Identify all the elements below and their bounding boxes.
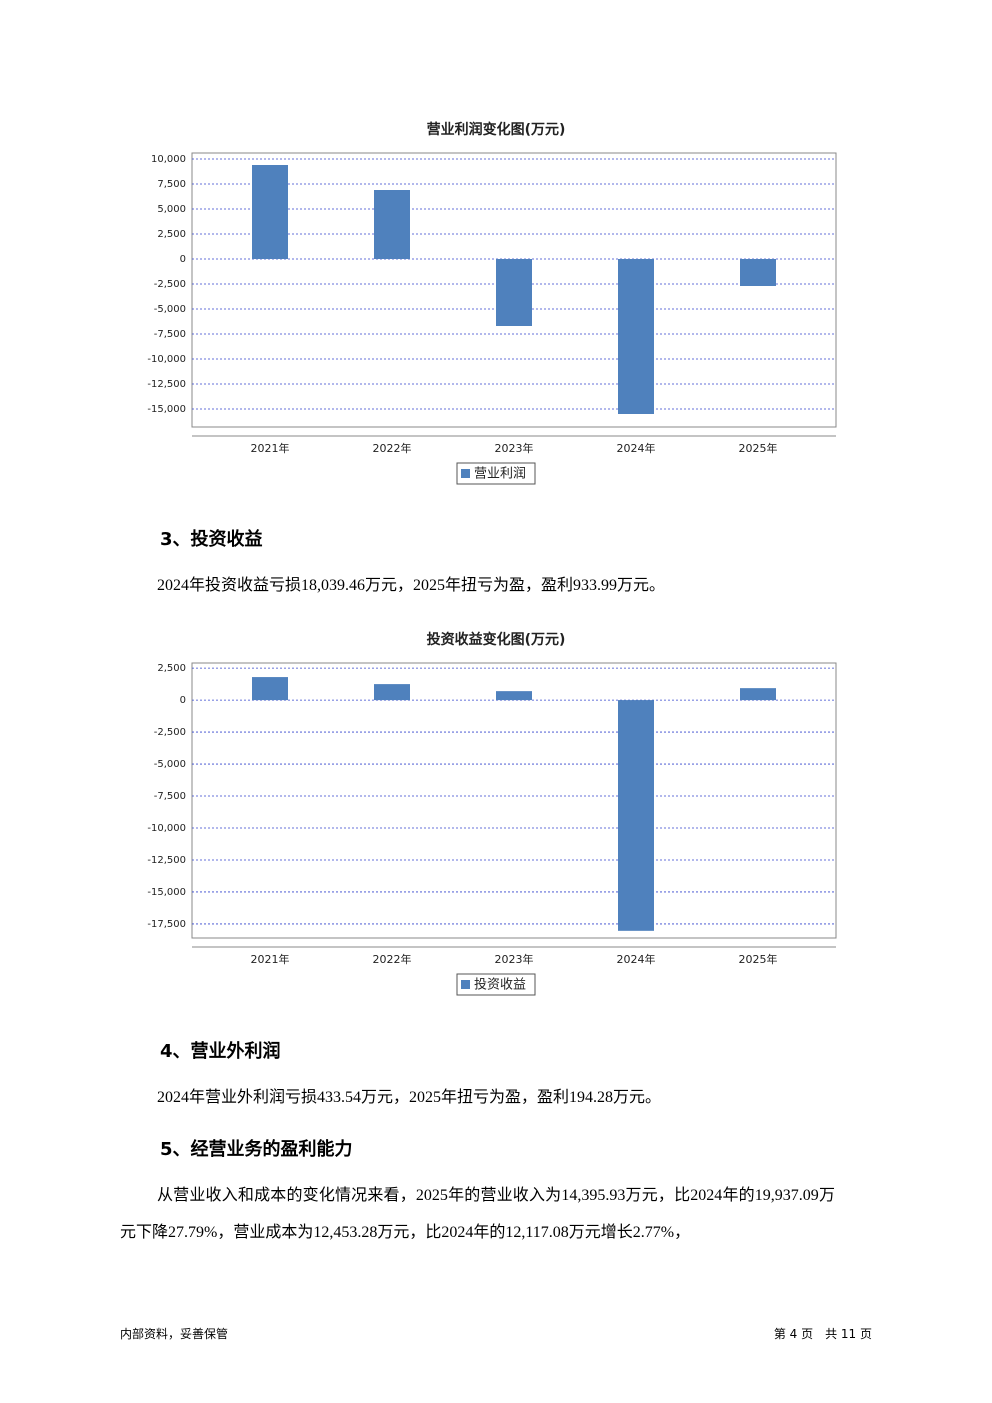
x-tick-label: 2024年	[617, 441, 656, 455]
x-tick-label: 2025年	[739, 952, 778, 966]
y-tick-label: 10,000	[151, 154, 186, 165]
x-tick-label: 2023年	[495, 441, 534, 455]
section-heading: 4、营业外利润	[160, 1041, 281, 1062]
y-tick-label: -2,500	[154, 727, 186, 738]
legend-swatch	[461, 469, 470, 478]
y-tick-label: -10,000	[147, 354, 186, 365]
y-tick-label: 0	[180, 695, 186, 706]
y-tick-label: 7,500	[157, 179, 186, 190]
y-tick-label: -12,500	[147, 855, 186, 866]
y-tick-label: 2,500	[157, 663, 186, 674]
section-heading: 5、经营业务的盈利能力	[160, 1139, 353, 1160]
plot-area	[191, 662, 837, 939]
x-tick-label: 2022年	[373, 952, 412, 966]
y-tick-label: -5,000	[154, 759, 186, 770]
x-tick-label: 2025年	[739, 441, 778, 455]
x-tick-label: 2021年	[251, 952, 290, 966]
paragraph: 2024年营业外利润亏损433.54万元，2025年扭亏为盈，盈利194.28万…	[157, 1089, 662, 1106]
bar	[740, 259, 776, 286]
x-tick-label: 2022年	[373, 441, 412, 455]
y-tick-label: -15,000	[147, 887, 186, 898]
chart-title: 投资收益变化图(万元)	[427, 631, 566, 648]
y-tick-label: -2,500	[154, 279, 186, 290]
y-tick-label: -10,000	[147, 823, 186, 834]
footer-left: 内部资料，妥善保管	[120, 1327, 229, 1341]
y-tick-label: -7,500	[154, 329, 186, 340]
y-tick-label: -5,000	[154, 304, 186, 315]
paragraph: 从营业收入和成本的变化情况来看，2025年的营业收入为14,395.93万元，比…	[120, 1187, 835, 1241]
legend-swatch	[461, 980, 470, 989]
chart-title: 营业利润变化图(万元)	[427, 121, 566, 138]
y-tick-label: -7,500	[154, 791, 186, 802]
section-heading: 3、投资收益	[160, 529, 263, 550]
y-tick-label: 0	[180, 254, 186, 265]
bar	[740, 688, 776, 701]
bar	[618, 700, 654, 931]
y-tick-label: 5,000	[157, 204, 186, 215]
bar	[374, 190, 410, 259]
legend-box	[456, 462, 536, 485]
footer-right: 第 4 页 共 11 页	[773, 1327, 872, 1341]
y-tick-label: -12,500	[147, 379, 186, 390]
y-tick-label: -15,000	[147, 404, 186, 415]
bar	[252, 165, 288, 259]
y-tick-label: -17,500	[147, 919, 186, 930]
x-tick-label: 2021年	[251, 441, 290, 455]
legend-box	[456, 973, 536, 996]
bar	[496, 259, 532, 326]
paragraph: 2024年投资收益亏损18,039.46万元，2025年扭亏为盈，盈利933.9…	[157, 577, 666, 594]
bar	[618, 259, 654, 414]
legend-label: 投资收益	[474, 977, 526, 993]
legend-label: 营业利润	[474, 467, 526, 482]
x-tick-label: 2023年	[495, 952, 534, 966]
x-tick-label: 2024年	[617, 952, 656, 966]
bar	[496, 691, 532, 701]
bar	[252, 677, 288, 701]
plot-area	[191, 152, 837, 428]
y-tick-label: 2,500	[157, 229, 186, 240]
bar	[374, 684, 410, 701]
